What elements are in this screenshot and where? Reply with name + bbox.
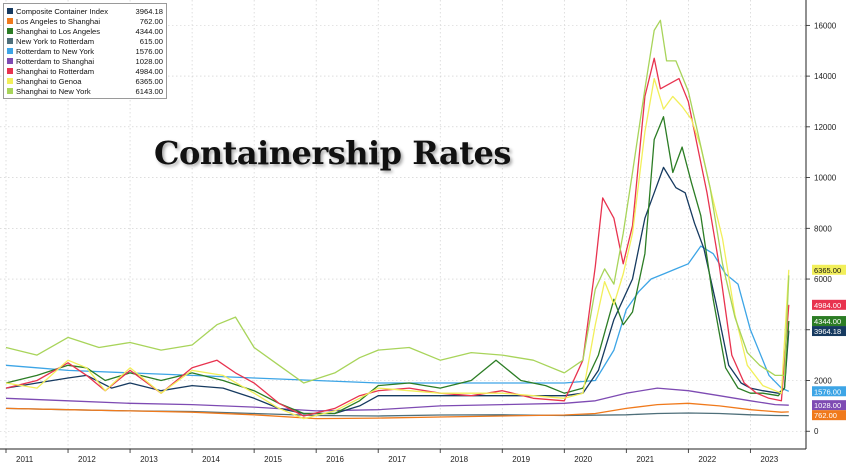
x-tick-label: 2011 bbox=[16, 455, 34, 464]
end-value-badge bbox=[812, 400, 846, 411]
end-value-badge bbox=[812, 264, 846, 275]
end-value-badge bbox=[812, 386, 846, 397]
end-value-label: 1576.00 bbox=[814, 387, 841, 396]
legend-swatch bbox=[7, 28, 13, 34]
legend-swatch bbox=[7, 88, 13, 94]
legend: Composite Container Index 3964.18 Los Ange… bbox=[3, 3, 167, 99]
y-tick-label: 6000 bbox=[814, 275, 832, 284]
series-line-shanghai-to-rotterdam bbox=[5, 57, 790, 417]
legend-label: Rotterdam to New York bbox=[16, 46, 95, 56]
end-value-label: 762.00 bbox=[814, 411, 837, 420]
legend-label: Shanghai to Genoa bbox=[16, 76, 82, 86]
y-tick-label: 16000 bbox=[814, 21, 837, 30]
legend-swatch bbox=[7, 68, 13, 74]
legend-label: Shanghai to New York bbox=[16, 86, 91, 96]
series-line-rotterdam-to-shanghai bbox=[5, 387, 789, 412]
x-tick-label: 2020 bbox=[574, 455, 592, 464]
y-tick-label: 12000 bbox=[814, 123, 837, 132]
end-value-badge bbox=[812, 299, 846, 310]
x-tick-label: 2019 bbox=[512, 455, 530, 464]
series-line-composite-container-index bbox=[5, 166, 790, 415]
legend-value: 4984.00 bbox=[135, 66, 163, 76]
end-value-label: 4984.00 bbox=[814, 301, 841, 310]
legend-swatch bbox=[7, 38, 13, 44]
x-tick-label: 2017 bbox=[388, 455, 406, 464]
legend-label: New York to Rotterdam bbox=[16, 36, 95, 46]
legend-entry: Rotterdam to New York 1576.00 bbox=[7, 46, 163, 56]
end-value-label: 4344.00 bbox=[814, 317, 841, 326]
x-tick-label: 2016 bbox=[326, 455, 344, 464]
legend-label: Composite Container Index bbox=[16, 6, 109, 16]
legend-label: Shanghai to Los Angeles bbox=[16, 26, 101, 36]
end-value-label: 6365.00 bbox=[814, 266, 841, 275]
legend-label: Los Angeles to Shanghai bbox=[16, 16, 101, 26]
legend-value: 6143.00 bbox=[135, 86, 163, 96]
series-line-los-angeles-to-shanghai bbox=[5, 402, 789, 420]
legend-entry: Shanghai to Genoa 6365.00 bbox=[7, 76, 163, 86]
legend-swatch bbox=[7, 78, 13, 84]
legend-value: 6365.00 bbox=[135, 76, 163, 86]
legend-value: 762.00 bbox=[139, 16, 163, 26]
y-tick-label: 8000 bbox=[814, 224, 832, 233]
legend-entry: Rotterdam to Shanghai 1028.00 bbox=[7, 56, 163, 66]
legend-value: 1576.00 bbox=[135, 46, 163, 56]
legend-swatch bbox=[7, 8, 13, 14]
series-line-rotterdam-to-new-york bbox=[5, 245, 790, 392]
x-tick-label: 2014 bbox=[202, 455, 220, 464]
legend-swatch bbox=[7, 58, 13, 64]
chart-title: Containership Rates bbox=[154, 134, 511, 172]
legend-entry: New York to Rotterdam 615.00 bbox=[7, 36, 163, 46]
y-tick-label: 14000 bbox=[814, 72, 837, 81]
end-value-badge bbox=[812, 316, 846, 327]
x-tick-label: 2022 bbox=[698, 455, 716, 464]
series-line-shanghai-to-new-york bbox=[5, 19, 790, 384]
legend-value: 615.00 bbox=[139, 36, 163, 46]
legend-value: 1028.00 bbox=[135, 56, 163, 66]
y-tick-labels: 0200040006000800010000120001400016000 bbox=[806, 21, 837, 436]
end-value-label: 3964.18 bbox=[814, 327, 841, 336]
series-layer bbox=[5, 19, 790, 420]
x-tick-label: 2015 bbox=[264, 455, 282, 464]
legend-entry: Composite Container Index 3964.18 bbox=[7, 6, 163, 16]
x-tick-label: 2012 bbox=[78, 455, 96, 464]
legend-swatch bbox=[7, 48, 13, 54]
legend-value: 3964.18 bbox=[135, 6, 163, 16]
x-tick-labels: 2011 2012 2013 2014 2015 2016 2017 2018 2019 2020… bbox=[5, 449, 779, 464]
x-tick-label: 2018 bbox=[450, 455, 468, 464]
y-tick-label: 0 bbox=[814, 427, 819, 436]
legend-value: 4344.00 bbox=[135, 26, 163, 36]
legend-swatch bbox=[7, 18, 13, 24]
grid-lines bbox=[0, 0, 806, 449]
legend-entry: Los Angeles to Shanghai 762.00 bbox=[7, 16, 163, 26]
end-value-badge bbox=[812, 326, 846, 337]
x-tick-label: 2013 bbox=[140, 455, 158, 464]
legend-label: Shanghai to Rotterdam bbox=[16, 66, 95, 76]
y-tick-label: 10000 bbox=[814, 174, 837, 183]
x-tick-label: 2021 bbox=[636, 455, 654, 464]
end-value-label: 1028.00 bbox=[814, 401, 841, 410]
end-value-badge bbox=[812, 410, 846, 421]
legend-entry: Shanghai to Rotterdam 4984.00 bbox=[7, 66, 163, 76]
legend-label: Rotterdam to Shanghai bbox=[16, 56, 95, 66]
x-tick-label: 2023 bbox=[760, 455, 778, 464]
legend-entry: Shanghai to Los Angeles 4344.00 bbox=[7, 26, 163, 36]
y-tick-label: 2000 bbox=[814, 377, 832, 386]
legend-entry: Shanghai to New York 6143.00 bbox=[7, 86, 163, 96]
